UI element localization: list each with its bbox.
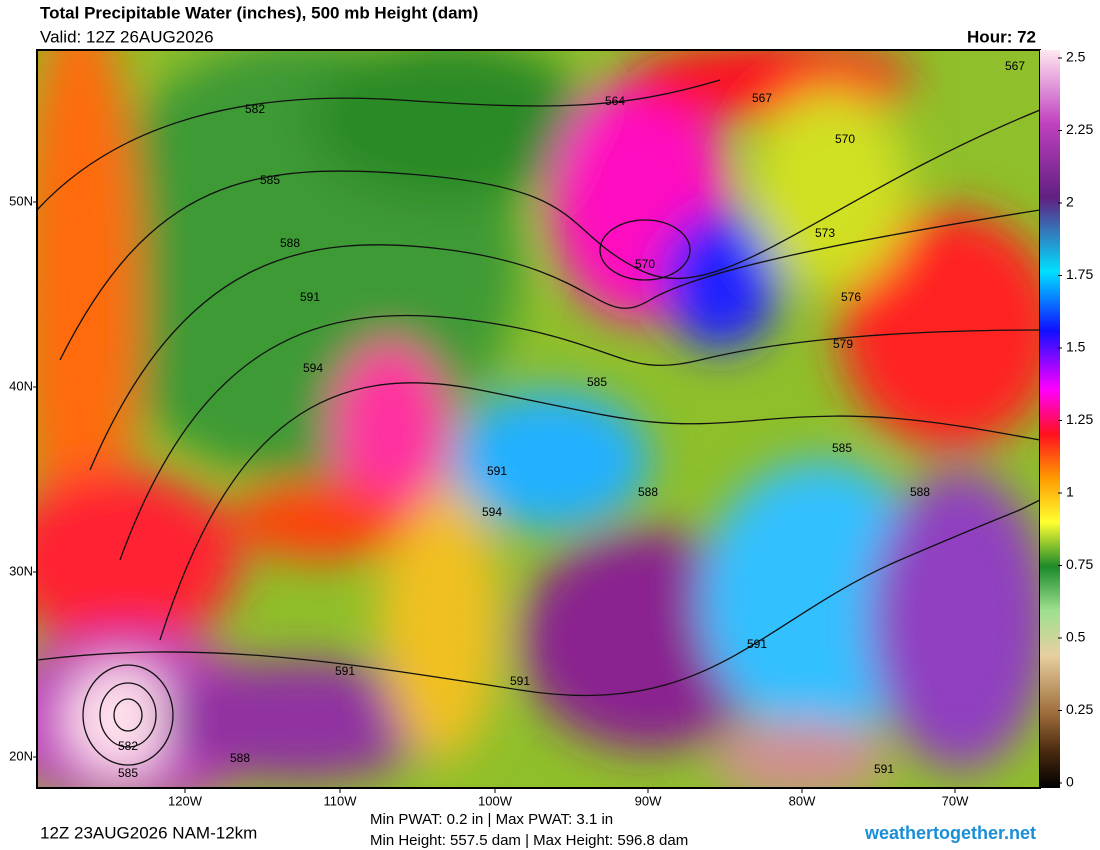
colorbar-tick-label: 1.5 [1066, 339, 1086, 355]
contour-label: 591 [747, 637, 767, 651]
lon-label: 70W [942, 793, 969, 808]
title: Total Precipitable Water (inches), 500 m… [40, 3, 478, 22]
contour-label: 588 [230, 751, 250, 765]
contour-label: 585 [118, 766, 138, 780]
contour-label: 567 [1005, 59, 1025, 73]
lat-label: 20N [9, 748, 33, 763]
contour-label: 594 [303, 361, 323, 375]
map-field [37, 50, 1040, 788]
lat-label: 50N [9, 193, 33, 208]
contour-label: 588 [910, 485, 930, 499]
lon-label: 80W [789, 793, 816, 808]
contour-label: 585 [587, 375, 607, 389]
colorbar [1040, 50, 1060, 788]
stats-line: Min Height: 557.5 dam | Max Height: 596.… [370, 832, 688, 849]
lon-label: 110W [324, 793, 358, 808]
contour-label: 591 [874, 762, 894, 776]
lon-label: 90W [635, 793, 662, 808]
contour-label: 585 [832, 441, 852, 455]
contour-label: 591 [335, 664, 355, 678]
forecast-hour: Hour: 72 [967, 27, 1036, 46]
lat-label: 30N [9, 563, 33, 578]
colorbar-tick-label: 0.75 [1066, 556, 1093, 572]
model-run: 12Z 23AUG2026 NAM-12km [40, 823, 257, 842]
contour-label: 591 [300, 290, 320, 304]
colorbar-tick-label: 0 [1066, 774, 1074, 790]
colorbar-tick-label: 2.25 [1066, 121, 1093, 137]
stats-line: Min PWAT: 0.2 in | Max PWAT: 3.1 in [370, 811, 613, 828]
valid-time: Valid: 12Z 26AUG2026 [40, 27, 214, 46]
contour-label: 591 [510, 674, 530, 688]
site-link[interactable]: weathertogether.net [864, 823, 1036, 843]
contour-label: 588 [638, 485, 658, 499]
contour-label: 573 [815, 226, 835, 240]
contour-label: 564 [605, 94, 625, 108]
contour-label: 582 [245, 102, 265, 116]
contour-label: 594 [482, 505, 502, 519]
contour-label: 579 [833, 337, 853, 351]
colorbar-tick-label: 1.25 [1066, 411, 1093, 427]
contour-label: 570 [635, 257, 655, 271]
contour-label: 570 [835, 132, 855, 146]
colorbar-tick-label: 2.5 [1066, 49, 1086, 65]
lon-label: 120W [168, 793, 203, 808]
contour-label: 567 [752, 91, 772, 105]
lon-label: 100W [478, 793, 513, 808]
colorbar-tick-label: 0.25 [1066, 701, 1093, 717]
contour-label: 582 [118, 739, 138, 753]
colorbar-tick-label: 2 [1066, 194, 1074, 210]
contour-label: 591 [487, 464, 507, 478]
contour-label: 585 [260, 173, 280, 187]
lat-label: 40N [9, 378, 33, 393]
colorbar-tick-label: 1.75 [1066, 266, 1093, 282]
colorbar-tick-label: 0.5 [1066, 629, 1086, 645]
contour-label: 576 [841, 290, 861, 304]
colorbar-tick-label: 1 [1066, 484, 1074, 500]
contour-label: 588 [280, 236, 300, 250]
